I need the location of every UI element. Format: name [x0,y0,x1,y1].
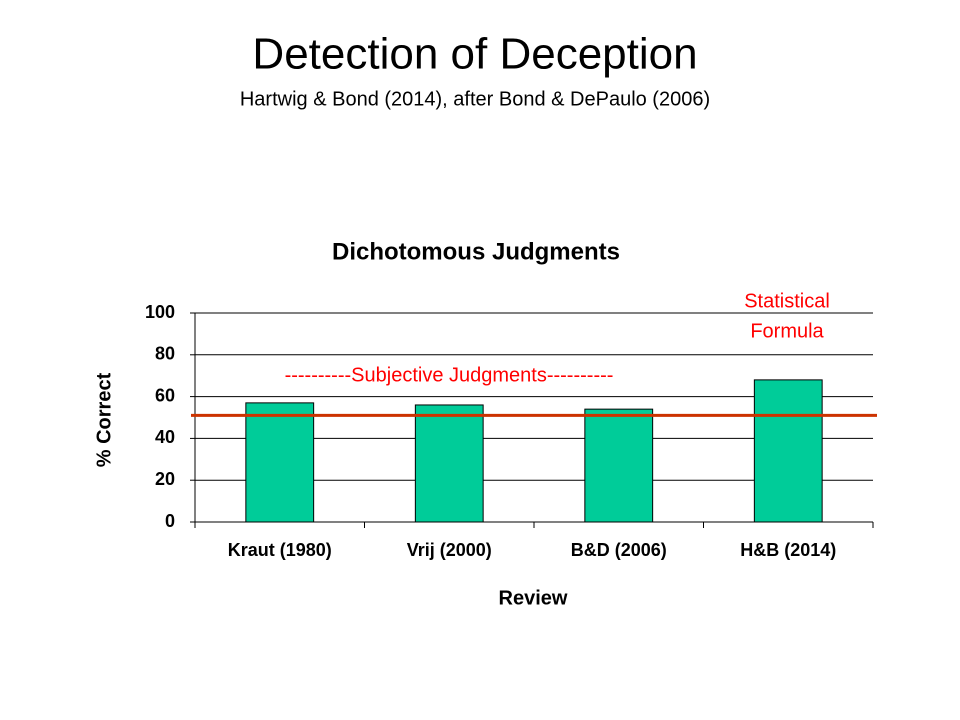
y-axis-label: % Correct [93,372,115,467]
y-tick-label: 100 [145,302,175,322]
y-tick-label: 20 [155,469,175,489]
x-axis-label: Review [499,587,568,609]
slide-subtitle: Hartwig & Bond (2014), after Bond & DePa… [240,88,710,110]
y-tick-label: 80 [155,344,175,364]
x-tick-label: Vrij (2000) [407,540,492,560]
bar [753,379,823,523]
y-tick-label: 60 [155,385,175,405]
bar [584,408,654,523]
annotation: ----------Subjective Judgments---------- [285,364,614,386]
bar [245,402,315,523]
slide-title: Detection of Deception [252,30,697,79]
x-tick-label: H&B (2014) [740,540,836,560]
x-tick-label: Kraut (1980) [228,540,332,560]
x-tick-label: B&D (2006) [571,540,667,560]
y-tick-label: 40 [155,427,175,447]
chart-title: Dichotomous Judgments [332,238,620,265]
annotation: Statistical [744,290,830,312]
y-tick-label: 0 [165,511,175,531]
annotation: Formula [750,320,824,342]
bar [414,404,484,523]
